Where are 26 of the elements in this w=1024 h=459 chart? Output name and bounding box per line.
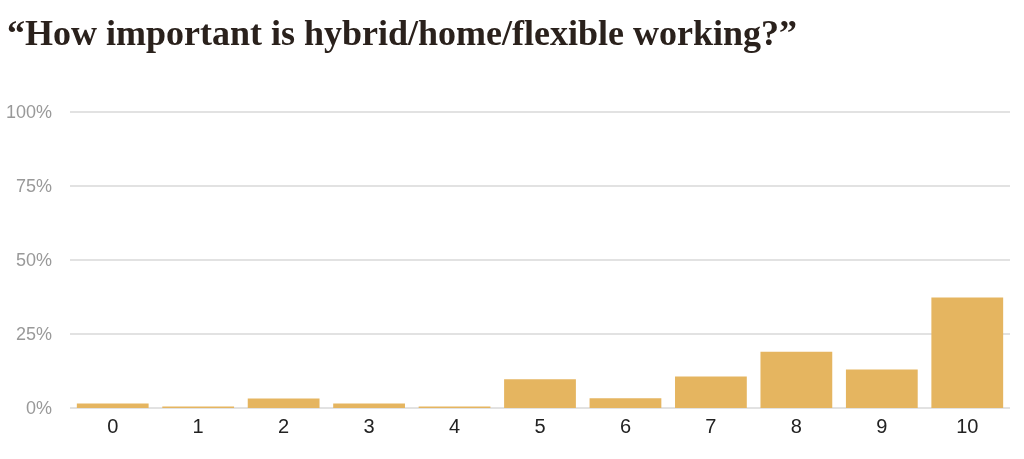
bar bbox=[760, 351, 833, 408]
bar bbox=[931, 297, 1004, 408]
x-tick-label: 10 bbox=[956, 415, 979, 437]
bar bbox=[845, 369, 918, 408]
bar bbox=[247, 398, 320, 408]
y-tick-label: 100% bbox=[5, 102, 52, 122]
y-tick-label: 75% bbox=[15, 176, 52, 196]
x-tick-label: 2 bbox=[278, 415, 290, 437]
x-tick-label: 6 bbox=[619, 415, 632, 437]
bar bbox=[504, 379, 576, 408]
bar bbox=[76, 403, 149, 408]
y-tick-label: 50% bbox=[15, 250, 52, 270]
x-tick-label: 7 bbox=[705, 415, 717, 437]
x-tick-label: 3 bbox=[363, 415, 375, 437]
x-tick-label: 1 bbox=[192, 415, 204, 437]
bar bbox=[675, 376, 747, 408]
x-tick-label: 9 bbox=[876, 415, 888, 437]
y-tick-label: 25% bbox=[15, 324, 52, 344]
bar bbox=[333, 403, 405, 408]
x-tick-label: 0 bbox=[107, 415, 119, 437]
x-tick-label: 8 bbox=[790, 415, 802, 437]
x-tick-label: 4 bbox=[448, 415, 461, 437]
y-tick-label: 0% bbox=[25, 398, 52, 418]
x-tick-label: 5 bbox=[534, 415, 546, 437]
bar bbox=[589, 398, 662, 408]
chart-title: “How important is hybrid/home/flexible working?” bbox=[7, 13, 798, 53]
